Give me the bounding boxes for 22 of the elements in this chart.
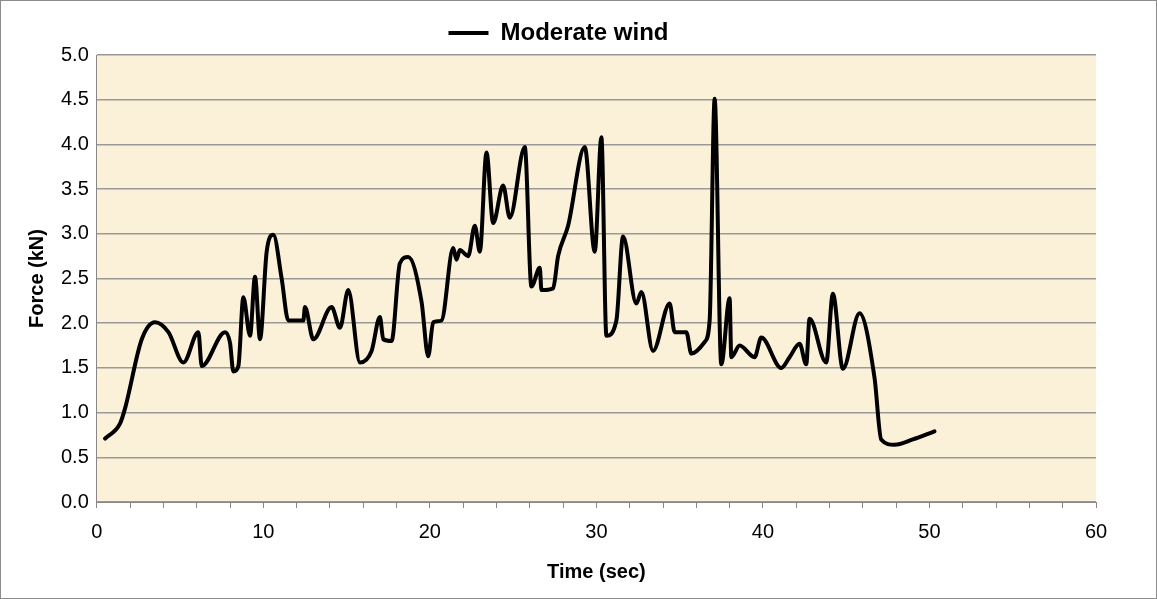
x-tick-label: 50: [918, 519, 941, 542]
y-tick-label: 1.0: [60, 400, 89, 423]
x-tick-label: 0: [91, 519, 103, 542]
y-tick-label: 0.5: [60, 444, 89, 467]
y-tick-label: 2.0: [60, 310, 89, 333]
y-tick-label: 3.0: [60, 221, 89, 244]
x-axis-title: Time (sec): [547, 559, 646, 582]
y-tick-label: 4.5: [60, 87, 89, 110]
x-tick-label: 40: [751, 519, 775, 542]
line-series: [103, 96, 937, 447]
legend-label: Moderate wind: [500, 17, 669, 45]
x-tick-label: 20: [418, 519, 441, 542]
x-tick-label: 60: [1084, 519, 1108, 542]
y-tick-label: 0.0: [60, 489, 89, 512]
y-tick-label: 1.5: [60, 355, 89, 378]
x-tick-label: 30: [585, 519, 608, 542]
x-tick-label: 10: [252, 519, 275, 542]
y-tick-label: 2.5: [60, 266, 89, 289]
y-tick-label: 5.0: [60, 42, 89, 65]
y-axis-title: Force (kN): [24, 229, 47, 328]
y-tick-label: 4.0: [60, 131, 89, 154]
y-tick-label: 3.5: [60, 176, 89, 199]
